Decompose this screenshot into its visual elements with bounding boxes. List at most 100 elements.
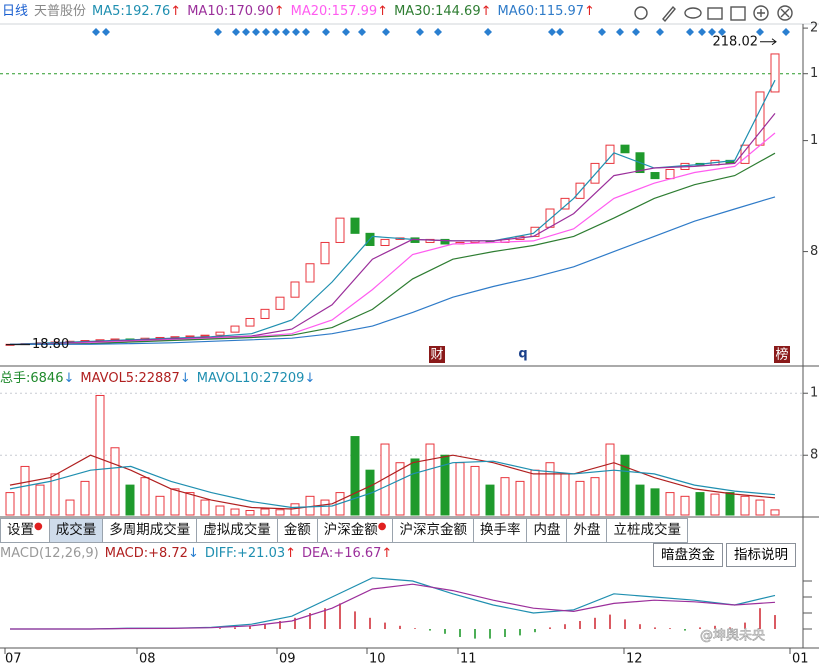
indicator-tab[interactable]: 内盘 [527, 518, 568, 543]
x-tick-label: 10 [369, 652, 386, 666]
high-price-label: 218.02 [713, 34, 759, 49]
stock-name: 天普股份 [34, 4, 87, 19]
volume-bar [125, 484, 135, 516]
legend-name: MA20: [290, 4, 332, 19]
legend-arrow: ↓ [187, 546, 199, 561]
legend-value: +16.67 [333, 546, 382, 561]
signal-diamond [342, 28, 350, 36]
indicator-tab[interactable]: 沪深金额● [317, 518, 394, 543]
event-marker-bg [774, 346, 790, 363]
legend-arrow: ↓ [179, 371, 191, 386]
indicator-tab[interactable]: 设置● [0, 518, 50, 543]
box-icon[interactable] [707, 7, 723, 20]
panel-button[interactable]: 指标说明 [726, 543, 796, 567]
volume-bar [20, 465, 30, 516]
tab-label: 沪深金额 [323, 522, 378, 538]
calendar-icon[interactable] [730, 6, 746, 21]
indicator-tab[interactable]: 金额 [277, 518, 318, 543]
volume-bar [320, 499, 330, 516]
legend-name: DIFF: [204, 546, 238, 561]
x-tick-label: 07 [5, 652, 22, 666]
candle [650, 172, 660, 180]
event-marker: 财 [430, 348, 443, 363]
ma-line [10, 132, 776, 345]
mavol-line [9, 460, 776, 509]
volume-bar [620, 454, 630, 516]
legend-arrow: ↑ [584, 4, 595, 19]
indicator-tab[interactable]: 沪深京金额 [393, 518, 474, 543]
tab-label: 多周期成交量 [109, 522, 191, 538]
zoom-in-icon[interactable] [753, 5, 769, 21]
signal-diamond [656, 28, 664, 36]
volume-bar [680, 495, 690, 516]
signal-diamond [214, 28, 222, 36]
volume-bar [425, 443, 435, 516]
signal-diamond [92, 28, 100, 36]
candle [335, 217, 345, 243]
volume-bar [695, 492, 705, 516]
candle [605, 144, 615, 164]
event-marker-bg [429, 346, 445, 363]
signal-diamond [708, 28, 716, 36]
signal-diamond [242, 28, 250, 36]
mavol-line [9, 454, 776, 510]
candle [290, 281, 300, 298]
indicator-tab[interactable]: 立桩成交量 [607, 518, 688, 543]
high-arrow [760, 38, 777, 46]
volume-bar [170, 488, 180, 516]
legend-value: 157.99 [331, 4, 378, 19]
volume-bar [725, 492, 735, 516]
ma-line [9, 113, 776, 345]
signal-diamond [686, 28, 694, 36]
macd-legend: MACD(12,26,9) MACD:+8.72↓ DIFF:+21.03↑ DEA:… [0, 543, 398, 565]
legend-name: MACD: [104, 546, 149, 561]
x-tick-label: 11 [460, 652, 477, 666]
legend-value: 115.97 [538, 4, 585, 19]
candle [440, 238, 450, 245]
signal-diamond [556, 28, 564, 36]
candle [425, 238, 435, 243]
candle [770, 53, 780, 93]
volume-bar [155, 495, 165, 516]
volume-bar [65, 499, 75, 516]
draw-icon[interactable] [662, 5, 676, 23]
volume-bar [605, 443, 615, 516]
indicator-tabs: 设置● 成交量 多周期成交量 虚拟成交量 金额 沪深金额● 沪深京金额 换手率 内盘 外盘 立桩成交… [0, 518, 688, 543]
volume-bar [740, 495, 750, 516]
volume-bar [350, 436, 360, 516]
tab-label: 立桩成交量 [613, 522, 681, 538]
volume-bar [140, 477, 150, 516]
indicator-tab[interactable]: 虚拟成交量 [197, 518, 278, 543]
eye-icon[interactable] [684, 7, 702, 19]
event-marker: q [518, 347, 527, 362]
signal-diamond [416, 28, 424, 36]
candle [380, 238, 390, 246]
close-icon[interactable] [777, 5, 793, 21]
signal-diamond [252, 28, 260, 36]
legend-arrow: ↓ [63, 371, 75, 386]
volume-bar [35, 484, 45, 516]
signal-diamond [322, 28, 330, 36]
volume-bar [455, 462, 465, 516]
settings-icon[interactable] [634, 6, 648, 20]
tab-label: 外盘 [573, 522, 601, 538]
candle [275, 296, 285, 310]
volume-bar [755, 499, 765, 516]
diff-line [10, 577, 776, 630]
volume-bar [710, 493, 720, 516]
ma-line [10, 152, 776, 345]
panel-button[interactable]: 暗盘资金 [653, 543, 723, 567]
signal-diamond [434, 28, 442, 36]
indicator-tab[interactable]: 换手率 [473, 518, 528, 543]
volume-bar [500, 477, 510, 516]
candle [200, 334, 210, 337]
legend-name: MA10: [187, 4, 229, 19]
legend-arrow: ↑ [273, 4, 285, 19]
volume-bar [95, 394, 105, 516]
legend-value: 144.69 [435, 4, 481, 19]
tab-label: 内盘 [533, 522, 561, 538]
indicator-tab[interactable]: 外盘 [567, 518, 608, 543]
indicator-tab[interactable]: 多周期成交量 [103, 518, 198, 543]
indicator-tab[interactable]: 成交量 [49, 518, 104, 543]
legend-name: MAVOL10: [196, 371, 264, 386]
